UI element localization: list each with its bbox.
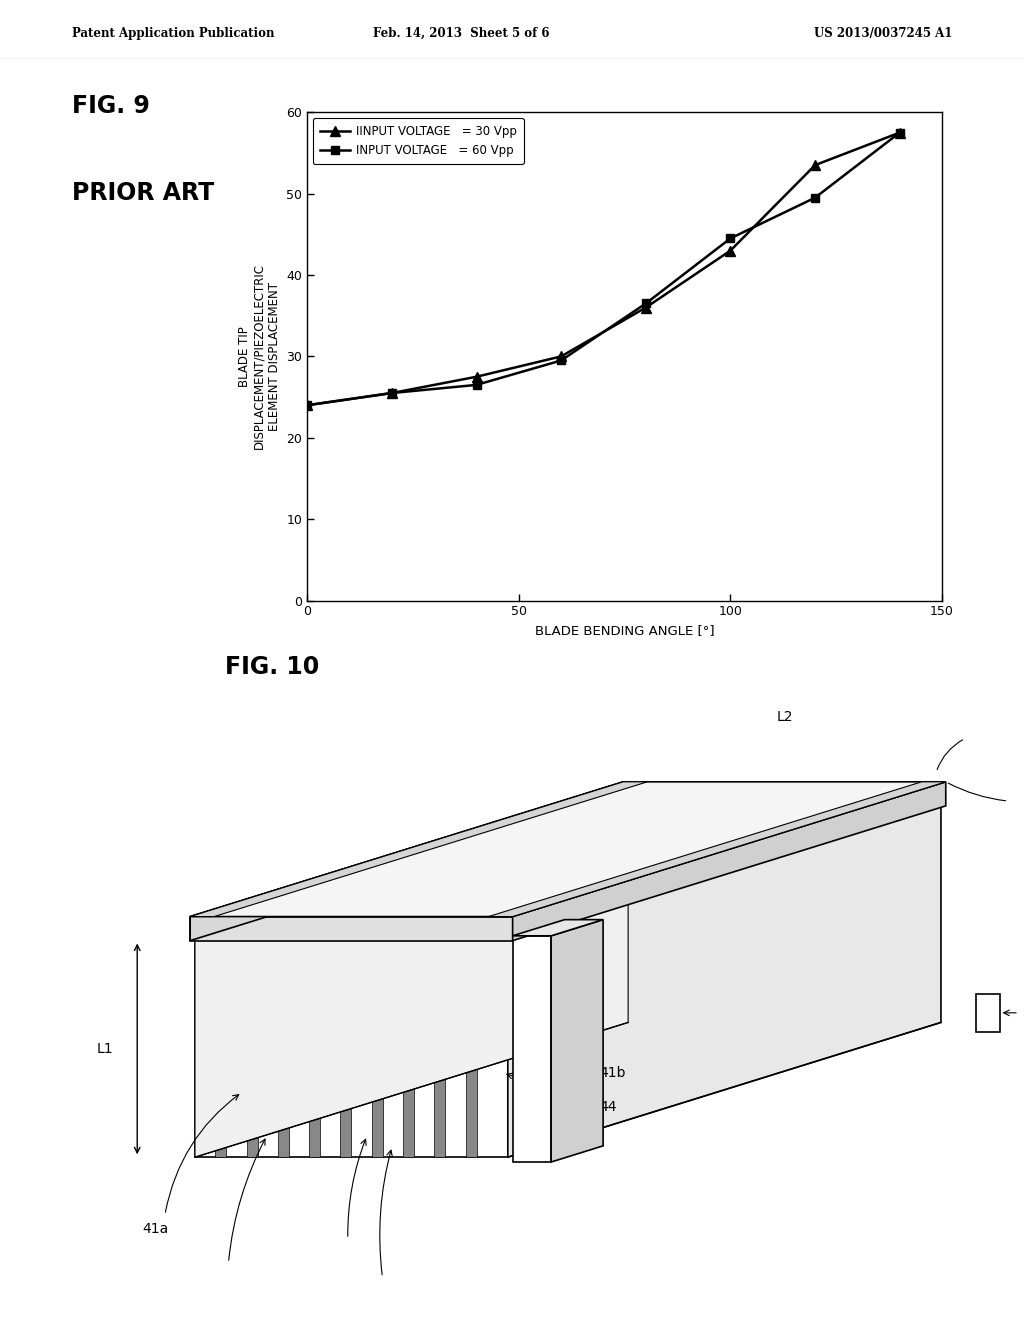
Polygon shape bbox=[215, 941, 226, 1158]
Text: 42: 42 bbox=[586, 1125, 603, 1139]
Polygon shape bbox=[190, 781, 624, 941]
Legend: IINPUT VOLTAGE   = 30 Vpp, INPUT VOLTAGE   = 60 Vpp: IINPUT VOLTAGE = 30 Vpp, INPUT VOLTAGE =… bbox=[313, 117, 523, 164]
Polygon shape bbox=[551, 920, 603, 1162]
Polygon shape bbox=[190, 916, 513, 941]
Polygon shape bbox=[340, 941, 351, 1158]
IINPUT VOLTAGE   = 30 Vpp bbox=[386, 385, 398, 401]
IINPUT VOLTAGE   = 30 Vpp bbox=[724, 243, 736, 259]
Polygon shape bbox=[403, 941, 414, 1158]
Polygon shape bbox=[247, 941, 258, 1158]
Polygon shape bbox=[513, 920, 603, 936]
Polygon shape bbox=[434, 941, 445, 1158]
Text: 41a: 41a bbox=[142, 1222, 168, 1237]
Polygon shape bbox=[976, 994, 999, 1032]
INPUT VOLTAGE   = 60 Vpp bbox=[386, 385, 398, 401]
Polygon shape bbox=[190, 781, 946, 916]
Line: IINPUT VOLTAGE   = 30 Vpp: IINPUT VOLTAGE = 30 Vpp bbox=[302, 128, 904, 411]
INPUT VOLTAGE   = 60 Vpp bbox=[470, 378, 482, 393]
Y-axis label: BLADE TIP
DISPLACEMENT/PIEZOELECTRIC
ELEMENT DISPLACEMENT: BLADE TIP DISPLACEMENT/PIEZOELECTRIC ELE… bbox=[238, 264, 281, 449]
IINPUT VOLTAGE   = 30 Vpp bbox=[301, 397, 313, 413]
IINPUT VOLTAGE   = 30 Vpp bbox=[809, 157, 821, 173]
INPUT VOLTAGE   = 60 Vpp bbox=[894, 124, 906, 140]
IINPUT VOLTAGE   = 30 Vpp bbox=[555, 348, 567, 364]
INPUT VOLTAGE   = 60 Vpp bbox=[555, 352, 567, 368]
Text: 44: 44 bbox=[599, 1100, 616, 1114]
Line: INPUT VOLTAGE   = 60 Vpp: INPUT VOLTAGE = 60 Vpp bbox=[303, 128, 904, 409]
Polygon shape bbox=[372, 941, 383, 1158]
Text: 41b: 41b bbox=[599, 1067, 626, 1080]
Text: L2: L2 bbox=[776, 710, 793, 725]
Text: US 2013/0037245 A1: US 2013/0037245 A1 bbox=[814, 26, 952, 40]
Polygon shape bbox=[195, 807, 628, 1158]
INPUT VOLTAGE   = 60 Vpp bbox=[809, 190, 821, 206]
Text: FIG. 10: FIG. 10 bbox=[225, 655, 319, 678]
Polygon shape bbox=[190, 781, 647, 916]
Text: Feb. 14, 2013  Sheet 5 of 6: Feb. 14, 2013 Sheet 5 of 6 bbox=[373, 26, 549, 40]
Polygon shape bbox=[466, 941, 476, 1158]
Polygon shape bbox=[508, 807, 941, 1158]
Text: L1: L1 bbox=[96, 1041, 114, 1056]
IINPUT VOLTAGE   = 30 Vpp bbox=[470, 368, 482, 384]
Polygon shape bbox=[309, 941, 321, 1158]
IINPUT VOLTAGE   = 30 Vpp bbox=[640, 300, 652, 315]
INPUT VOLTAGE   = 60 Vpp bbox=[301, 397, 313, 413]
Polygon shape bbox=[195, 941, 508, 1158]
Text: FIG. 9: FIG. 9 bbox=[72, 94, 150, 117]
Text: Patent Application Publication: Patent Application Publication bbox=[72, 26, 274, 40]
Polygon shape bbox=[278, 941, 289, 1158]
Polygon shape bbox=[513, 936, 551, 1162]
Polygon shape bbox=[513, 781, 946, 941]
Text: PRIOR ART: PRIOR ART bbox=[72, 181, 214, 205]
INPUT VOLTAGE   = 60 Vpp bbox=[640, 296, 652, 312]
X-axis label: BLADE BENDING ANGLE [°]: BLADE BENDING ANGLE [°] bbox=[535, 624, 715, 638]
INPUT VOLTAGE   = 60 Vpp bbox=[724, 231, 736, 247]
Polygon shape bbox=[488, 781, 946, 916]
IINPUT VOLTAGE   = 30 Vpp bbox=[894, 124, 906, 140]
